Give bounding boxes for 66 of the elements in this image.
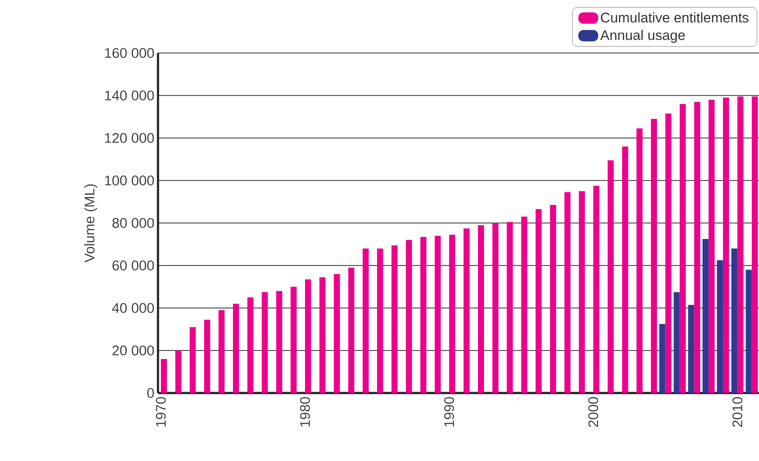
y-tick-label: 20 000 — [112, 346, 154, 356]
bar — [593, 186, 600, 393]
x-tick-label: 1980 — [300, 397, 310, 426]
bar — [362, 248, 369, 393]
x-tick-label: 1990 — [444, 397, 454, 426]
bar — [506, 222, 513, 393]
bar — [536, 209, 542, 393]
y-tick-label: 140 000 — [105, 90, 154, 100]
bar — [578, 191, 585, 393]
bar — [716, 260, 723, 393]
x-tick-label: 2000 — [588, 397, 598, 427]
bar — [722, 98, 730, 393]
bar — [731, 248, 738, 393]
bar — [665, 114, 672, 393]
bar — [218, 310, 225, 393]
bar — [737, 96, 744, 393]
bar — [160, 359, 167, 393]
bar — [608, 160, 614, 393]
bar — [391, 245, 398, 393]
bar — [708, 100, 715, 393]
bar — [694, 102, 700, 393]
y-axis-title: Volume (ML) — [84, 184, 98, 262]
y-tick-label: 40 000 — [112, 303, 154, 313]
bar — [674, 292, 680, 393]
bar — [650, 118, 657, 393]
y-tick-label: 160 000 — [105, 48, 154, 58]
bar — [464, 228, 470, 393]
bar — [478, 225, 484, 393]
bar — [636, 128, 643, 393]
bar — [377, 248, 384, 393]
bar — [434, 236, 441, 393]
bar — [680, 104, 686, 393]
bar — [752, 96, 758, 393]
bar — [564, 192, 570, 393]
bar — [348, 268, 354, 393]
y-tick-label: 80 000 — [112, 218, 154, 228]
bar — [232, 304, 239, 393]
bar — [406, 240, 412, 393]
bar — [622, 146, 628, 393]
y-tick-label: 100 000 — [105, 176, 154, 186]
bar — [449, 234, 456, 393]
bar — [550, 204, 556, 393]
legend-label: Cumulative entitlements — [600, 12, 748, 23]
y-tick-label: 60 000 — [112, 260, 154, 270]
bar — [204, 320, 210, 393]
x-tick-label: 2010 — [732, 397, 742, 427]
bar — [492, 223, 498, 393]
bar — [276, 291, 282, 393]
bar — [746, 270, 752, 393]
bar — [190, 327, 196, 393]
bar — [521, 216, 528, 393]
bar — [175, 350, 182, 393]
bar — [420, 236, 426, 393]
bar — [305, 279, 312, 393]
bar — [262, 292, 268, 393]
bar — [247, 297, 254, 393]
bar — [702, 238, 709, 393]
bar — [290, 286, 297, 393]
bar — [688, 304, 694, 393]
legend-label: Annual usage — [600, 30, 685, 43]
bar — [659, 324, 666, 393]
bar — [319, 277, 326, 393]
y-tick-label: 0 — [147, 388, 154, 398]
x-tick-label: 1970 — [156, 397, 166, 426]
y-tick-label: 120 000 — [105, 133, 154, 143]
bar — [334, 274, 340, 393]
